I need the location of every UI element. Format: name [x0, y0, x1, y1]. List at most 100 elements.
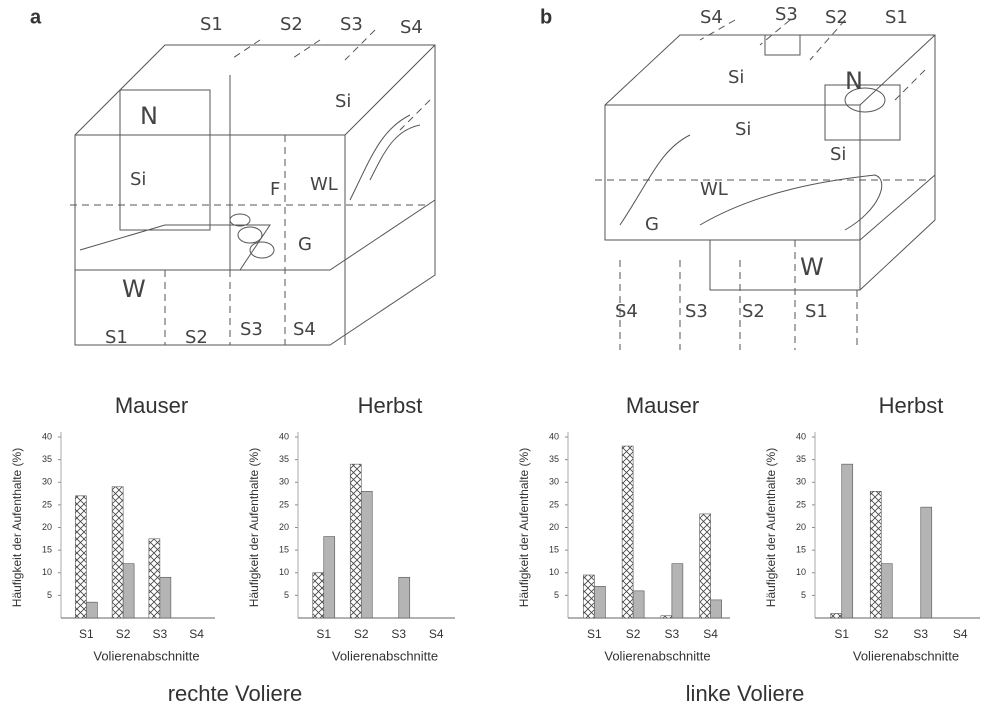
- sketch-label: F: [270, 179, 280, 200]
- section-label: S3: [240, 319, 263, 340]
- sketch-label: Si: [830, 144, 846, 165]
- sketch-label: G: [298, 234, 312, 255]
- sketch-label: Si: [728, 67, 744, 88]
- caption: rechte Voliere: [168, 681, 303, 706]
- bar: [621, 445, 634, 619]
- x-tick-label: S3: [153, 627, 168, 641]
- y-tick-label: 35: [279, 454, 289, 464]
- y-tick-label: 40: [796, 431, 806, 441]
- x-axis-label: Volierenabschnitte: [853, 648, 959, 663]
- x-tick-label: S2: [874, 627, 889, 641]
- y-tick-label: 15: [42, 545, 52, 555]
- sketch-label: WL: [310, 174, 338, 195]
- y-axis-label: Häufigkeit der Aufenthalte (%): [764, 448, 778, 607]
- section-label: S4: [400, 17, 423, 38]
- y-tick-label: 10: [42, 567, 52, 577]
- y-tick-label: 20: [279, 522, 289, 532]
- bar: [86, 601, 98, 619]
- x-axis-label: Volierenabschnitte: [332, 648, 438, 663]
- y-tick-label: 10: [549, 567, 559, 577]
- bar: [710, 599, 722, 619]
- bar: [841, 463, 854, 619]
- sketch-label: G: [645, 214, 659, 235]
- sketch-a: S1 S2 S3 S4 S1 S2 S3 S4 N Si Si F WL G W: [70, 14, 436, 348]
- y-tick-label: 20: [796, 522, 806, 532]
- y-axis-label: Häufigkeit der Aufenthalte (%): [10, 448, 24, 607]
- x-tick-label: S1: [587, 627, 602, 641]
- bar: [323, 536, 336, 619]
- bar: [360, 490, 373, 619]
- bar: [111, 486, 124, 619]
- y-tick-label: 15: [796, 545, 806, 555]
- sketch-label: N: [140, 102, 158, 130]
- bar: [312, 572, 325, 619]
- x-tick-label: S1: [79, 627, 94, 641]
- bar: [148, 538, 161, 619]
- y-tick-label: 25: [796, 499, 806, 509]
- y-tick-label: 5: [47, 590, 52, 600]
- y-tick-label: 5: [554, 590, 559, 600]
- section-label: S4: [293, 319, 316, 340]
- y-tick-label: 5: [801, 590, 806, 600]
- sketch-b: S4 S3 S2 S1 S4 S3 S2 S1 Si N Si Si WL G …: [595, 4, 936, 350]
- x-axis-label: Volierenabschnitte: [93, 648, 199, 663]
- y-tick-label: 15: [279, 545, 289, 555]
- x-axis-label: Volierenabschnitte: [604, 648, 710, 663]
- x-tick-label: S4: [703, 627, 718, 641]
- sketch-label: Si: [735, 119, 751, 140]
- section-label: S2: [185, 327, 208, 348]
- x-tick-label: S3: [391, 627, 406, 641]
- bar: [583, 574, 595, 619]
- section-label: S1: [805, 301, 828, 322]
- y-tick-label: 25: [549, 499, 559, 509]
- panel-label: a: [30, 6, 42, 28]
- bar: [869, 490, 882, 619]
- section-label: S3: [685, 301, 708, 322]
- chart-title: Herbst: [358, 393, 423, 418]
- bar: [830, 613, 843, 619]
- bar: [880, 563, 893, 619]
- section-label: S3: [340, 14, 363, 35]
- bar: [699, 513, 711, 619]
- y-tick-label: 20: [42, 522, 52, 532]
- y-tick-label: 30: [796, 477, 806, 487]
- x-tick-label: S1: [316, 627, 331, 641]
- x-tick-label: S2: [354, 627, 369, 641]
- section-label: S3: [775, 4, 798, 25]
- sketch-label: Si: [335, 91, 351, 112]
- x-tick-label: S2: [116, 627, 131, 641]
- caption: linke Voliere: [686, 681, 805, 706]
- y-tick-label: 40: [279, 431, 289, 441]
- y-tick-label: 40: [42, 431, 52, 441]
- x-tick-label: S1: [834, 627, 849, 641]
- bar: [349, 463, 362, 619]
- y-tick-label: 15: [549, 545, 559, 555]
- x-tick-label: S3: [913, 627, 928, 641]
- section-label: S2: [280, 14, 303, 35]
- bar: [75, 495, 87, 619]
- y-tick-label: 5: [284, 590, 289, 600]
- y-tick-label: 35: [42, 454, 52, 464]
- y-tick-label: 30: [42, 477, 52, 487]
- bar: [159, 576, 172, 619]
- bar: [632, 590, 645, 619]
- bar: [594, 586, 606, 619]
- y-tick-label: 10: [279, 567, 289, 577]
- sketch-label: WL: [700, 179, 728, 200]
- y-tick-label: 35: [796, 454, 806, 464]
- x-tick-label: S4: [429, 627, 444, 641]
- bar: [920, 506, 933, 619]
- section-label: S4: [700, 7, 723, 28]
- section-label: S1: [200, 14, 223, 35]
- y-axis-label: Häufigkeit der Aufenthalte (%): [517, 448, 531, 607]
- bar: [122, 563, 135, 619]
- y-axis-label: Häufigkeit der Aufenthalte (%): [247, 448, 261, 607]
- chart-title: Mauser: [115, 393, 188, 418]
- x-tick-label: S4: [953, 627, 968, 641]
- sketch-label: Si: [130, 169, 146, 190]
- chart-title: Herbst: [879, 393, 944, 418]
- y-tick-label: 40: [549, 431, 559, 441]
- x-tick-label: S2: [626, 627, 641, 641]
- section-label: S1: [105, 327, 128, 348]
